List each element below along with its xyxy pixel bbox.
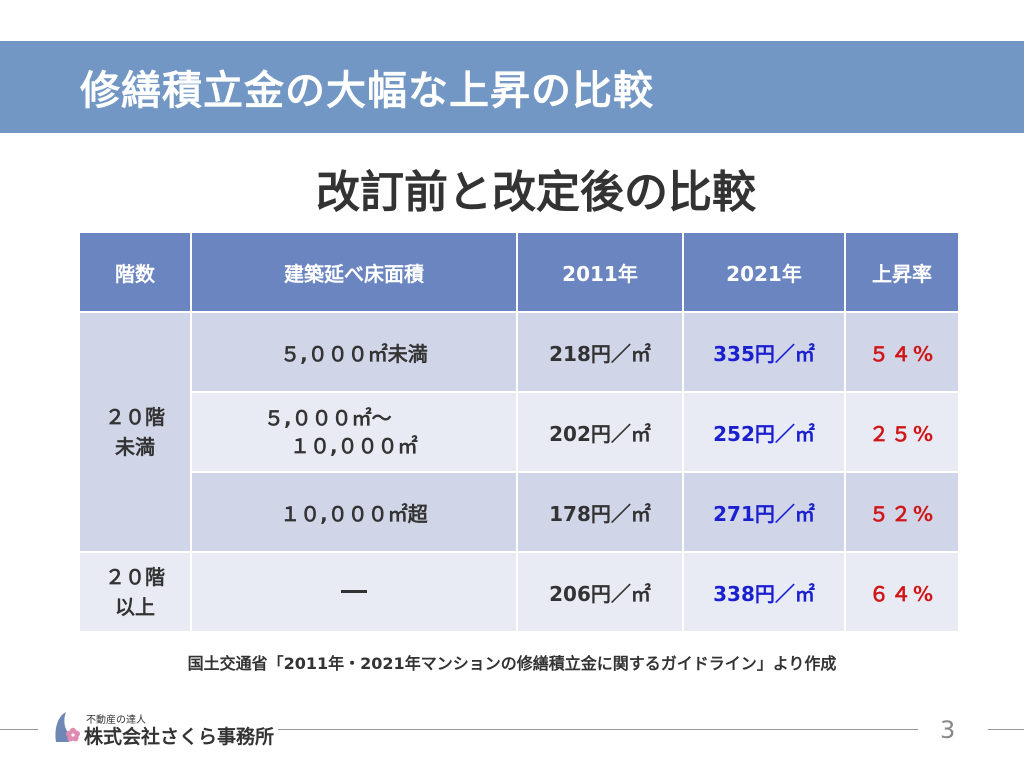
level-cell-under-20: ２０階 未満 xyxy=(78,311,192,553)
rate-value: ５４% xyxy=(844,311,960,393)
slide-title: 修繕積立金の大幅な上昇の比較 xyxy=(80,68,654,114)
header-floors: 階数 xyxy=(78,231,192,313)
level-label: 以上 xyxy=(115,595,155,619)
table-row: ２０階 以上 206円／㎡ 338円／㎡ ６４% xyxy=(78,551,960,633)
value-2021: 271円／㎡ xyxy=(682,471,846,553)
footer-divider-left xyxy=(0,729,38,730)
company-name: 株式会社さくら事務所 xyxy=(84,726,275,748)
header-floor-area: 建築延べ床面積 xyxy=(190,231,518,313)
value-2021: 335円／㎡ xyxy=(682,311,846,393)
source-note: 国土交通省「2011年・2021年マンションの修繕積立金に関するガイドライン」よ… xyxy=(187,654,837,673)
rate-value: ６４% xyxy=(844,551,960,633)
area-cell: ５,０００㎡～ １０,０００㎡ xyxy=(190,391,518,473)
area-range-end: １０,０００㎡ xyxy=(290,434,418,458)
value-2011: 206円／㎡ xyxy=(516,551,684,633)
value-2021: 252円／㎡ xyxy=(682,391,846,473)
rate-value: ５２% xyxy=(844,471,960,553)
title-band xyxy=(0,41,1024,133)
footer-divider xyxy=(278,729,918,730)
value-2021: 338円／㎡ xyxy=(682,551,846,633)
dash-mark xyxy=(341,590,367,593)
level-label: 未満 xyxy=(115,435,155,459)
table-row: １０,０００㎡超 178円／㎡ 271円／㎡ ５２% xyxy=(79,471,960,553)
value-2011: 218円／㎡ xyxy=(516,311,684,393)
table-row: ２０階 未満 ５,０００㎡未満 218円／㎡ 335円／㎡ ５４% xyxy=(78,311,960,553)
header-2021: 2021年 xyxy=(682,231,846,313)
area-cell: ５,０００㎡未満 xyxy=(190,311,518,393)
area-range-start: ５,０００㎡～ xyxy=(264,406,392,430)
footer-divider-right xyxy=(988,729,1024,730)
value-2011: 202円／㎡ xyxy=(516,391,684,473)
company-tagline: 不動産の達人 xyxy=(86,715,146,726)
level-cell-20-plus: ２０階 以上 xyxy=(78,551,192,633)
header-rate: 上昇率 xyxy=(844,231,960,313)
level-label: ２０階 xyxy=(105,405,165,429)
rate-value: ２５% xyxy=(844,391,960,473)
sakura-logo-icon xyxy=(55,712,80,742)
table-header-row: 階数 建築延べ床面積 2011年 2021年 上昇率 xyxy=(78,231,960,313)
comparison-table: 階数 建築延べ床面積 2011年 2021年 上昇率 ２０階 未満 ５,０００㎡… xyxy=(78,231,960,633)
table-row: ５,０００㎡～ １０,０００㎡ 202円／㎡ 252円／㎡ ２５% xyxy=(79,391,960,473)
value-2011: 178円／㎡ xyxy=(516,471,684,553)
header-2011: 2011年 xyxy=(516,231,684,313)
level-label: ２０階 xyxy=(105,565,165,589)
area-cell-dash xyxy=(190,551,518,633)
page-number: 3 xyxy=(940,716,956,744)
slide-subtitle: 改訂前と改定後の比較 xyxy=(316,167,756,218)
area-cell: １０,０００㎡超 xyxy=(190,471,518,553)
